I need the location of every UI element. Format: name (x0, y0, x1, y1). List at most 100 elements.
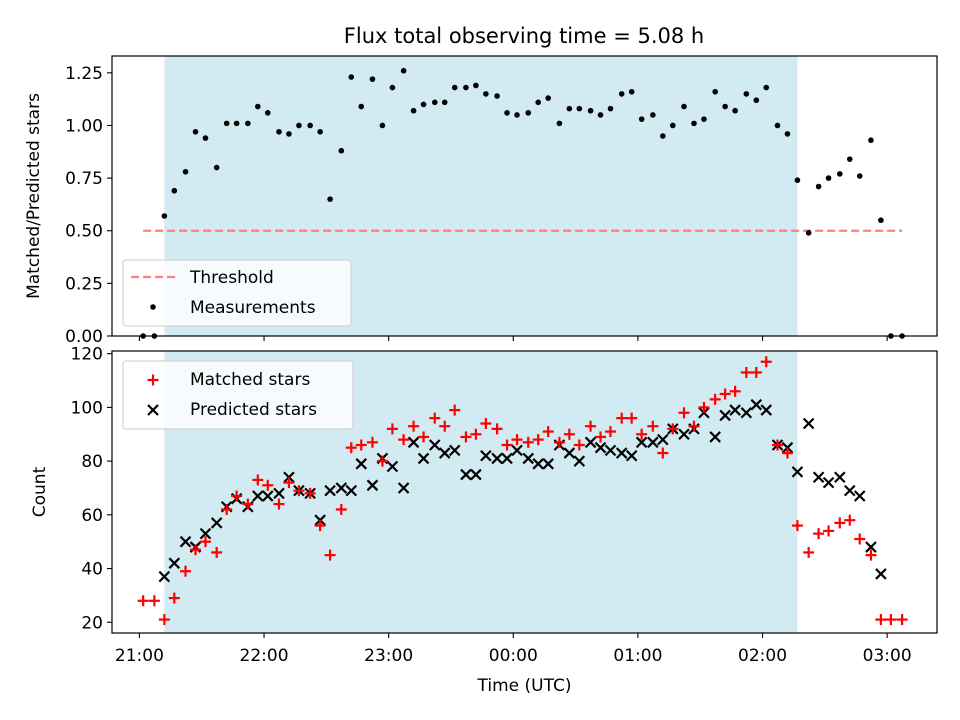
bottom-y-axis-label: Count (30, 466, 50, 517)
top-y-tick-label: 0.75 (65, 169, 103, 189)
measurement-point (681, 103, 687, 110)
measurement-point (348, 74, 355, 80)
measurement-point (296, 122, 302, 129)
bottom-y-tick-label: 20 (81, 613, 103, 633)
predicted-star-point (366, 479, 379, 492)
matched-star-point (616, 412, 628, 424)
measurement-point (327, 196, 333, 202)
measurement-point (202, 135, 209, 141)
top-y-tick-label: 0.50 (65, 222, 103, 242)
matched-star-point (896, 614, 908, 626)
predicted-star-point (397, 482, 410, 494)
predicted-star-point (324, 484, 336, 497)
x-tick-label: 23:00 (364, 646, 413, 666)
measurement-point (369, 76, 376, 82)
predicted-star-point (750, 398, 763, 411)
matched-star-point (771, 439, 783, 451)
top-x-axis-ticks (138, 336, 888, 341)
legend-predicted-swatch (147, 404, 159, 416)
matched-star-point (657, 447, 669, 459)
matched-star-point (398, 434, 410, 446)
measurement-point (774, 122, 781, 129)
predicted-star-point (573, 455, 586, 467)
predicted-star-point (522, 452, 535, 465)
matched-star-point (180, 565, 192, 577)
measurement-point (535, 99, 542, 106)
measurement-point (451, 84, 458, 91)
predicted-star-point (417, 452, 430, 465)
measurement-point (763, 84, 770, 91)
measurement-point (473, 82, 479, 89)
legend-cross-marker (147, 404, 159, 416)
x-tick-label: 03:00 (863, 646, 912, 666)
matched-star-point (542, 426, 554, 438)
predicted-star-point (542, 458, 554, 470)
matched-star-point (626, 412, 638, 424)
predicted-star-point (501, 452, 513, 465)
predicted-star-point (407, 436, 420, 449)
measurement-point (825, 175, 832, 181)
matched-star-point (563, 428, 575, 440)
measurement-point (670, 122, 676, 129)
measurement-point (161, 213, 168, 219)
predicted-star-point (594, 441, 607, 454)
matched-star-point (221, 503, 233, 515)
matched-star-point (480, 418, 492, 430)
measurement-point (276, 128, 282, 135)
matched-star-point (595, 431, 607, 443)
legend-measurements-label: Measurements (190, 298, 316, 318)
matched-star-point (709, 393, 721, 405)
predicted-star-point (760, 404, 773, 416)
matched-star-point (647, 420, 659, 432)
predicted-star-point (470, 468, 482, 481)
measurement-point (338, 147, 345, 154)
matched-star-point (366, 436, 378, 448)
matched-star-point (314, 520, 326, 532)
measurement-point (379, 122, 386, 129)
legend-matched-swatch (147, 374, 159, 386)
measurement-point (650, 112, 656, 118)
measurement-point (255, 103, 261, 110)
matched-star-point (345, 442, 357, 454)
top-legend: Threshold Measurements (122, 259, 352, 327)
predicted-star-point (210, 517, 223, 529)
top-y-tick-label: 0.25 (65, 274, 103, 294)
top-panel-frame (111, 55, 938, 337)
measurement-point (856, 173, 863, 179)
matched-star-point (137, 595, 149, 607)
predicted-star-point (563, 447, 576, 459)
predicted-star-point (511, 444, 523, 457)
predicted-star-point (199, 527, 212, 540)
matched-star-point (386, 423, 398, 435)
matched-star-point (470, 428, 482, 440)
matched-star-point (429, 412, 441, 424)
predicted-star-point (635, 436, 648, 449)
predicted-star-point (604, 444, 617, 457)
measurement-point (794, 177, 801, 184)
matched-star-point (844, 514, 856, 526)
matched-star-point (667, 423, 679, 435)
measurement-point (691, 120, 697, 127)
matched-star-point (449, 404, 461, 416)
measurement-point (722, 103, 728, 110)
measurement-point (712, 88, 718, 95)
bottom-x-axis-ticks: 21:00 22:00 23:00 00:00 01:00 02:00 03:00 (115, 633, 912, 666)
matched-star-point (854, 533, 866, 545)
matched-star-point (719, 388, 731, 400)
matched-star-point (168, 592, 180, 604)
predicted-star-point (460, 468, 472, 481)
matched-star-point (636, 428, 648, 440)
measurement-point (483, 91, 489, 97)
predicted-star-point (647, 436, 659, 449)
matched-star-point (865, 549, 877, 561)
matched-star-point (231, 490, 243, 502)
measurement-point (732, 107, 738, 114)
predicted-star-point (355, 458, 368, 470)
top-panel: 0.00 0.25 0.50 0.75 1.00 1.25 Matched/Predict… (24, 55, 938, 347)
matched-star-point (834, 517, 846, 529)
measurement-point (286, 131, 292, 137)
predicted-star-point (480, 449, 492, 462)
measurement-point (171, 187, 178, 194)
predicted-star-point (709, 431, 721, 443)
